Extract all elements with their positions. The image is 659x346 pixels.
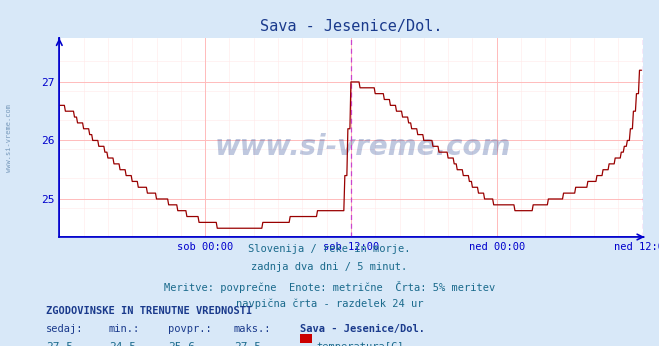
Text: Slovenija / reke in morje.: Slovenija / reke in morje. — [248, 244, 411, 254]
Text: 27,5: 27,5 — [234, 342, 261, 346]
Text: temperatura[C]: temperatura[C] — [316, 342, 404, 346]
Text: 24,5: 24,5 — [109, 342, 136, 346]
Text: ZGODOVINSKE IN TRENUTNE VREDNOSTI: ZGODOVINSKE IN TRENUTNE VREDNOSTI — [46, 306, 252, 316]
Text: navpična črta - razdelek 24 ur: navpična črta - razdelek 24 ur — [236, 299, 423, 309]
Text: maks.:: maks.: — [234, 324, 272, 334]
Text: povpr.:: povpr.: — [168, 324, 212, 334]
Text: www.si-vreme.com: www.si-vreme.com — [214, 134, 511, 162]
Text: www.si-vreme.com: www.si-vreme.com — [5, 104, 12, 172]
Text: 27,5: 27,5 — [46, 342, 73, 346]
Text: min.:: min.: — [109, 324, 140, 334]
Text: Meritve: povprečne  Enote: metrične  Črta: 5% meritev: Meritve: povprečne Enote: metrične Črta:… — [164, 281, 495, 293]
Text: sedaj:: sedaj: — [46, 324, 84, 334]
Text: zadnja dva dni / 5 minut.: zadnja dva dni / 5 minut. — [251, 262, 408, 272]
Title: Sava - Jesenice/Dol.: Sava - Jesenice/Dol. — [260, 19, 442, 34]
Text: Sava - Jesenice/Dol.: Sava - Jesenice/Dol. — [300, 324, 425, 334]
Text: 25,6: 25,6 — [168, 342, 195, 346]
